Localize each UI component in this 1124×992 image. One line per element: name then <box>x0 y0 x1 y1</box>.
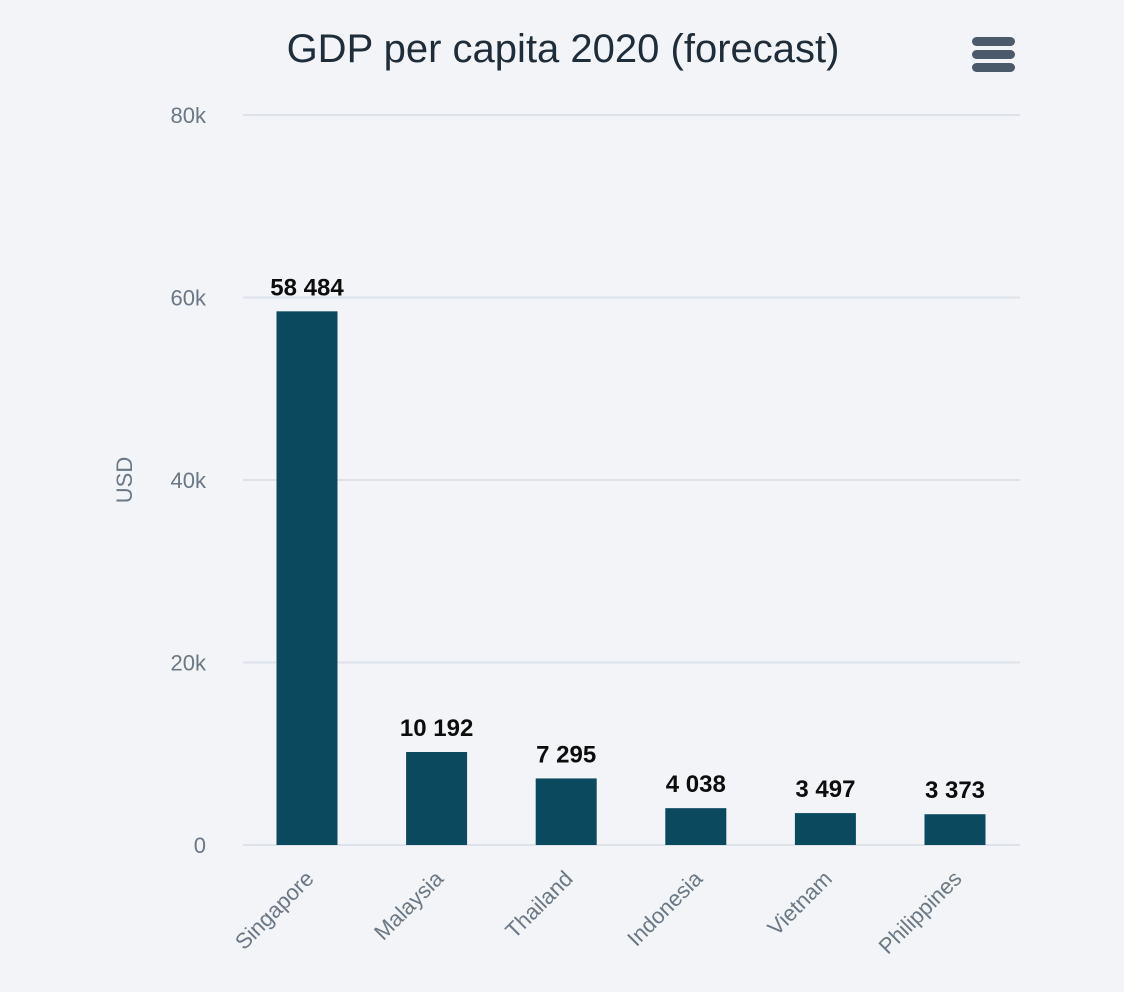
y-tick-label: 20k <box>171 651 207 676</box>
chart-title: GDP per capita 2020 (forecast) <box>287 27 840 71</box>
bar-thailand[interactable] <box>535 778 597 845</box>
bar-philippines[interactable] <box>924 814 986 845</box>
y-tick-label: 40k <box>171 468 207 493</box>
data-label: 58 484 <box>270 274 344 301</box>
x-tick-label: Malaysia <box>369 865 449 945</box>
hamburger-menu-icon[interactable] <box>972 37 1015 72</box>
bar-indonesia[interactable] <box>665 808 727 845</box>
y-tick-label: 80k <box>171 103 207 128</box>
y-tick-label: 60k <box>171 286 207 311</box>
y-axis-label: USD <box>112 457 137 503</box>
data-label: 4 038 <box>666 771 726 798</box>
data-label: 7 295 <box>536 741 596 768</box>
data-label: 3 373 <box>925 777 985 804</box>
bar-singapore[interactable] <box>276 311 338 845</box>
x-tick-label: Indonesia <box>622 865 708 951</box>
data-label: 3 497 <box>795 776 855 803</box>
x-tick-label: Philippines <box>874 866 967 959</box>
bar-malaysia[interactable] <box>406 751 468 845</box>
x-tick-label: Singapore <box>230 866 319 955</box>
y-tick-label: 0 <box>194 833 206 858</box>
x-tick-label: Vietnam <box>762 866 836 940</box>
data-label: 10 192 <box>400 715 473 742</box>
bar-vietnam[interactable] <box>794 813 856 845</box>
x-tick-label: Thailand <box>500 866 577 943</box>
